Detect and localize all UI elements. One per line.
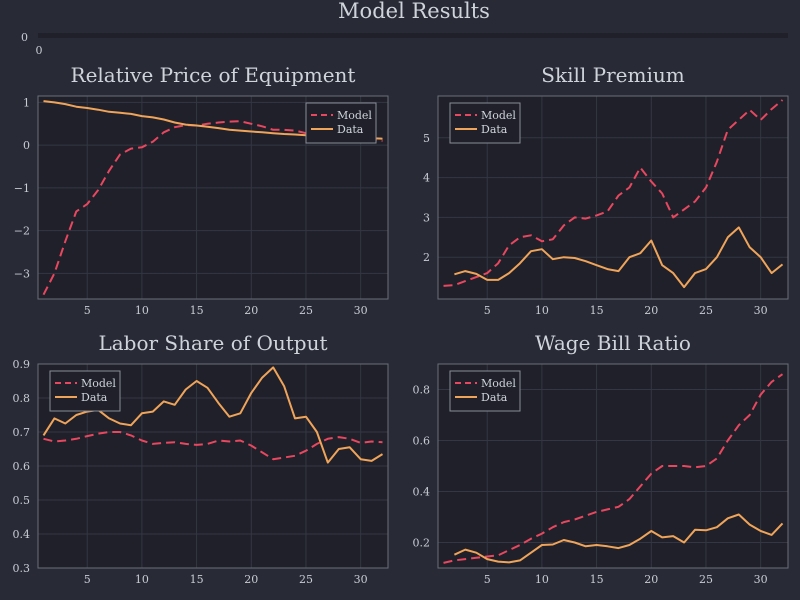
x-tick-label: 20 (244, 573, 258, 586)
figure-title: Model Results (338, 0, 490, 23)
y-tick-label: 4 (423, 172, 430, 185)
y-tick-label: 0.8 (413, 384, 431, 397)
y-tick-label: 0.7 (13, 426, 31, 439)
plot-frame (37, 95, 389, 300)
y-tick-label: 5 (423, 132, 430, 145)
series-line-model (443, 373, 784, 564)
y-tick-label: 0 (23, 139, 30, 152)
panel-title: Wage Bill Ratio (535, 331, 691, 355)
y-tick-label: 0.5 (13, 494, 31, 507)
x-tick-label: 25 (299, 304, 313, 317)
x-tick-label: 15 (590, 573, 604, 586)
legend-box (449, 102, 521, 144)
plot-frame (437, 95, 789, 300)
top-strip-ytick: 0 (21, 31, 28, 44)
x-tick-label: 25 (699, 304, 713, 317)
y-tick-label: −1 (14, 182, 30, 195)
x-tick-label: 10 (535, 304, 549, 317)
x-tick-label: 20 (644, 304, 658, 317)
y-tick-label: −2 (14, 225, 30, 238)
legend-label-model: Model (337, 109, 372, 122)
x-tick-label: 10 (135, 573, 149, 586)
x-tick-label: 15 (190, 573, 204, 586)
y-tick-label: 0.3 (13, 562, 31, 575)
x-tick-label: 30 (354, 573, 368, 586)
x-tick-label: 30 (754, 304, 768, 317)
y-tick-label: 0.4 (13, 528, 31, 541)
y-tick-label: 0.9 (13, 358, 31, 371)
x-tick-label: 5 (484, 573, 491, 586)
x-tick-label: 10 (135, 304, 149, 317)
plot-frame (437, 363, 789, 569)
panel-labor-share: Labor Share of Output 5 10 15 20 25 30 0.3 0.4 0.… (13, 331, 389, 586)
series-line-data (453, 513, 784, 564)
legend-box (49, 370, 121, 412)
top-strip-xtick: 0 (36, 44, 43, 57)
legend-box (305, 102, 377, 144)
y-tick-label: 1 (23, 96, 30, 109)
legend-label-model: Model (81, 377, 116, 390)
legend-label-data: Data (481, 123, 508, 136)
legend-label-data: Data (337, 123, 364, 136)
panel-title: Relative Price of Equipment (71, 63, 356, 87)
legend-label-data: Data (81, 391, 108, 404)
x-tick-label: 25 (299, 573, 313, 586)
plot-frame (37, 363, 389, 569)
x-tick-label: 10 (535, 573, 549, 586)
y-tick-label: 0.6 (413, 435, 431, 448)
legend-label-model: Model (481, 377, 516, 390)
x-tick-label: 5 (84, 573, 91, 586)
x-tick-label: 20 (244, 304, 258, 317)
x-tick-label: 5 (84, 304, 91, 317)
x-tick-label: 15 (190, 304, 204, 317)
x-tick-label: 20 (644, 573, 658, 586)
x-tick-label: 25 (699, 573, 713, 586)
panel-wage-bill: Wage Bill Ratio 5 10 15 20 25 30 0.2 0.4 0.6 0.8 Mo… (413, 331, 789, 586)
y-tick-label: 0.2 (413, 537, 431, 550)
top-strip-axis: 0 0 (21, 31, 788, 57)
y-tick-label: 3 (423, 211, 430, 224)
series-line-model (43, 431, 383, 461)
x-tick-label: 5 (484, 304, 491, 317)
series-line-data (454, 226, 784, 289)
y-tick-label: 2 (423, 251, 430, 264)
panel-title: Skill Premium (541, 63, 684, 87)
x-tick-label: 15 (590, 304, 604, 317)
x-tick-label: 30 (354, 304, 368, 317)
top-strip-bar (38, 33, 788, 38)
y-tick-label: 0.6 (13, 460, 31, 473)
legend-box (449, 370, 521, 412)
panel-title: Labor Share of Output (98, 331, 327, 355)
series-line-model (443, 99, 784, 287)
y-tick-label: −3 (14, 267, 30, 280)
x-tick-label: 30 (754, 573, 768, 586)
legend-label-model: Model (481, 109, 516, 122)
y-tick-label: 0.4 (413, 486, 431, 499)
legend-label-data: Data (481, 391, 508, 404)
y-tick-label: 0.8 (13, 392, 31, 405)
